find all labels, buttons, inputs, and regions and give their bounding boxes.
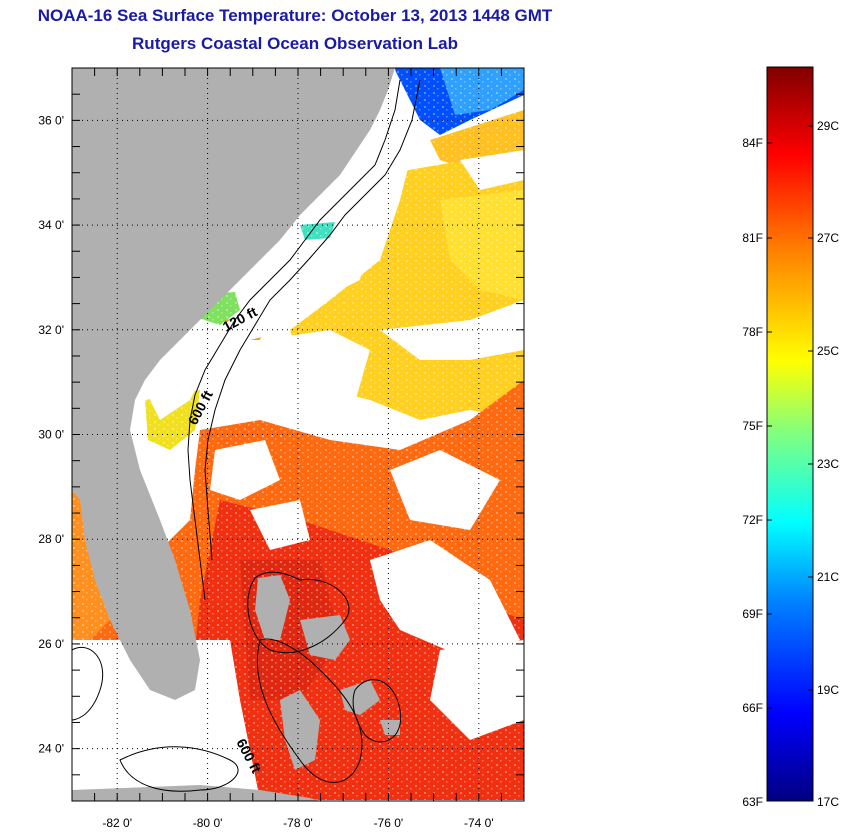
axis-labels: 36 0' 34 0' 32 0' 30 0' 28 0' 26 0' 24 0' -82 0… bbox=[38, 113, 493, 830]
colorbar-c-label: 23C bbox=[817, 457, 839, 471]
lat-tick-label: 36 0' bbox=[38, 113, 64, 127]
colorbar-f-label: 72F bbox=[742, 513, 763, 527]
colorbar-c-label: 17C bbox=[817, 795, 839, 809]
lon-tick-label: -76 0' bbox=[374, 816, 404, 830]
map-title: NOAA-16 Sea Surface Temperature: October… bbox=[37, 6, 553, 25]
colorbar-ticks bbox=[767, 125, 813, 802]
lat-tick-label: 32 0' bbox=[38, 323, 64, 337]
lat-tick-label: 30 0' bbox=[38, 428, 64, 442]
colorbar-c-label: 27C bbox=[817, 231, 839, 245]
lon-tick-label: -80 0' bbox=[193, 816, 223, 830]
lat-tick-label: 24 0' bbox=[38, 742, 64, 756]
lon-tick-label: -82 0' bbox=[102, 816, 132, 830]
colorbar-f-label: 81F bbox=[742, 231, 763, 245]
colorbar-labels: 84F 81F 78F 75F 72F 69F 66F 63F 29C 27C 25C 23C 21C 1… bbox=[742, 119, 839, 809]
colorbar-f-label: 75F bbox=[742, 419, 763, 433]
lon-tick-label: -78 0' bbox=[283, 816, 313, 830]
colorbar-gradient bbox=[766, 66, 814, 802]
colorbar-f-label: 69F bbox=[742, 607, 763, 621]
colorbar-f-label: 63F bbox=[742, 795, 763, 809]
colorbar-c-label: 25C bbox=[817, 344, 839, 358]
lat-tick-label: 34 0' bbox=[38, 218, 64, 232]
colorbar-c-label: 29C bbox=[817, 119, 839, 133]
colorbar-f-label: 66F bbox=[742, 701, 763, 715]
colorbar-f-label: 78F bbox=[742, 325, 763, 339]
lat-tick-label: 26 0' bbox=[38, 637, 64, 651]
map-subtitle: Rutgers Coastal Ocean Observation Lab bbox=[132, 34, 458, 53]
colorbar-c-label: 19C bbox=[817, 683, 839, 697]
colorbar-c-label: 21C bbox=[817, 570, 839, 584]
bathymetry-contours bbox=[72, 79, 421, 792]
colorbar: 84F 81F 78F 75F 72F 69F 66F 63F 29C 27C 25C 23C 21C 1… bbox=[742, 66, 839, 809]
lat-tick-label: 28 0' bbox=[38, 532, 64, 546]
graticule bbox=[71, 67, 525, 802]
colorbar-f-label: 84F bbox=[742, 136, 763, 150]
lon-tick-label: -74 0' bbox=[464, 816, 494, 830]
